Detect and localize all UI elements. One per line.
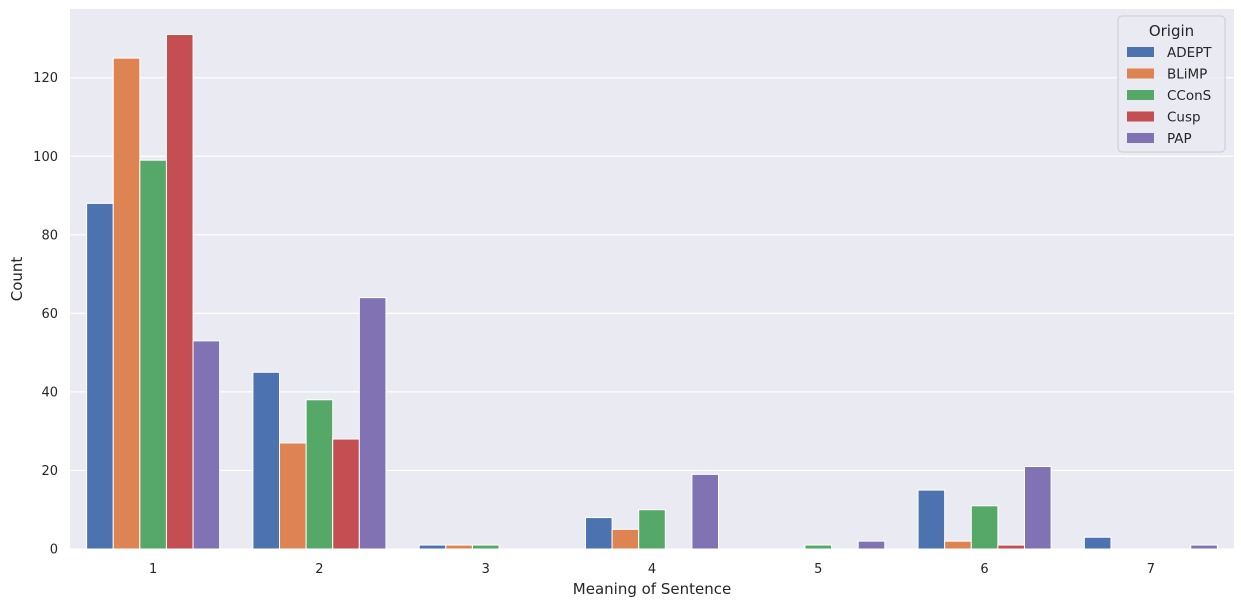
legend-label-ccons: CConS [1167,88,1211,104]
y-tick-label: 100 [33,150,58,165]
bar-blimp-2 [279,442,307,550]
bar-blimp-6 [944,540,972,550]
bar-ccons-6 [970,505,999,550]
x-axis-ticks: 1 2 3 4 5 6 7 [149,562,1155,577]
x-axis-label: Meaning of Sentence [573,580,731,598]
x-tick-label: 3 [482,562,490,577]
plot-area [70,9,1234,549]
bar-blimp-1 [112,57,141,550]
bar-ccons-5 [804,544,833,550]
legend-label-cusp: Cusp [1167,110,1201,126]
bar-pap-2 [358,297,387,550]
bar-cusp-2 [332,438,360,550]
x-tick-label: 2 [315,562,323,577]
y-tick-label: 60 [41,307,58,322]
legend-swatch-cusp [1127,111,1154,122]
bar-adept-2 [252,371,281,550]
bar-pap-6 [1023,466,1052,550]
legend-label-blimp: BLiMP [1167,67,1207,83]
bar-adept-7 [1083,536,1112,550]
y-tick-label: 20 [41,464,58,479]
x-tick-label: 4 [648,562,656,577]
y-axis-label: Count [8,257,26,302]
legend-swatch-adept [1127,47,1154,57]
bar-ccons-4 [638,509,666,550]
bar-adept-1 [86,202,114,550]
bar-cusp-6 [997,544,1025,550]
y-tick-label: 0 [50,543,58,558]
bar-pap-5 [857,540,886,550]
y-tick-label: 120 [33,71,58,86]
legend-swatch-pap [1127,133,1154,143]
bar-adept-6 [917,489,946,550]
x-tick-label: 5 [814,562,822,577]
bar-pap-4 [691,473,720,550]
legend-title: Origin [1149,22,1194,40]
y-tick-label: 80 [41,228,58,243]
bar-cusp-1 [165,34,194,550]
legend-swatch-blimp [1127,68,1154,79]
legend-items: ADEPT BLiMP CConS Cusp PAP [1127,45,1212,147]
legend: Origin ADEPT BLiMP CConS Cusp PAP [1117,15,1226,153]
legend-label-adept: ADEPT [1167,45,1212,61]
bar-pap-7 [1190,544,1218,550]
y-tick-label: 40 [41,385,58,400]
bar-ccons-2 [305,399,334,550]
bar-adept-3 [418,544,447,550]
bar-adept-4 [584,517,613,550]
x-tick-label: 1 [149,562,157,577]
bars [86,34,1218,550]
x-tick-label: 7 [1147,562,1155,577]
bar-blimp-4 [611,528,640,550]
bar-blimp-3 [445,544,473,550]
bar-ccons-3 [471,544,500,550]
x-tick-label: 6 [980,562,988,577]
bar-pap-1 [192,340,221,550]
legend-swatch-ccons [1127,90,1154,100]
y-axis-ticks: 0 20 40 60 80 100 120 [33,71,58,557]
bar-ccons-1 [139,159,167,550]
legend-label-pap: PAP [1167,131,1192,147]
